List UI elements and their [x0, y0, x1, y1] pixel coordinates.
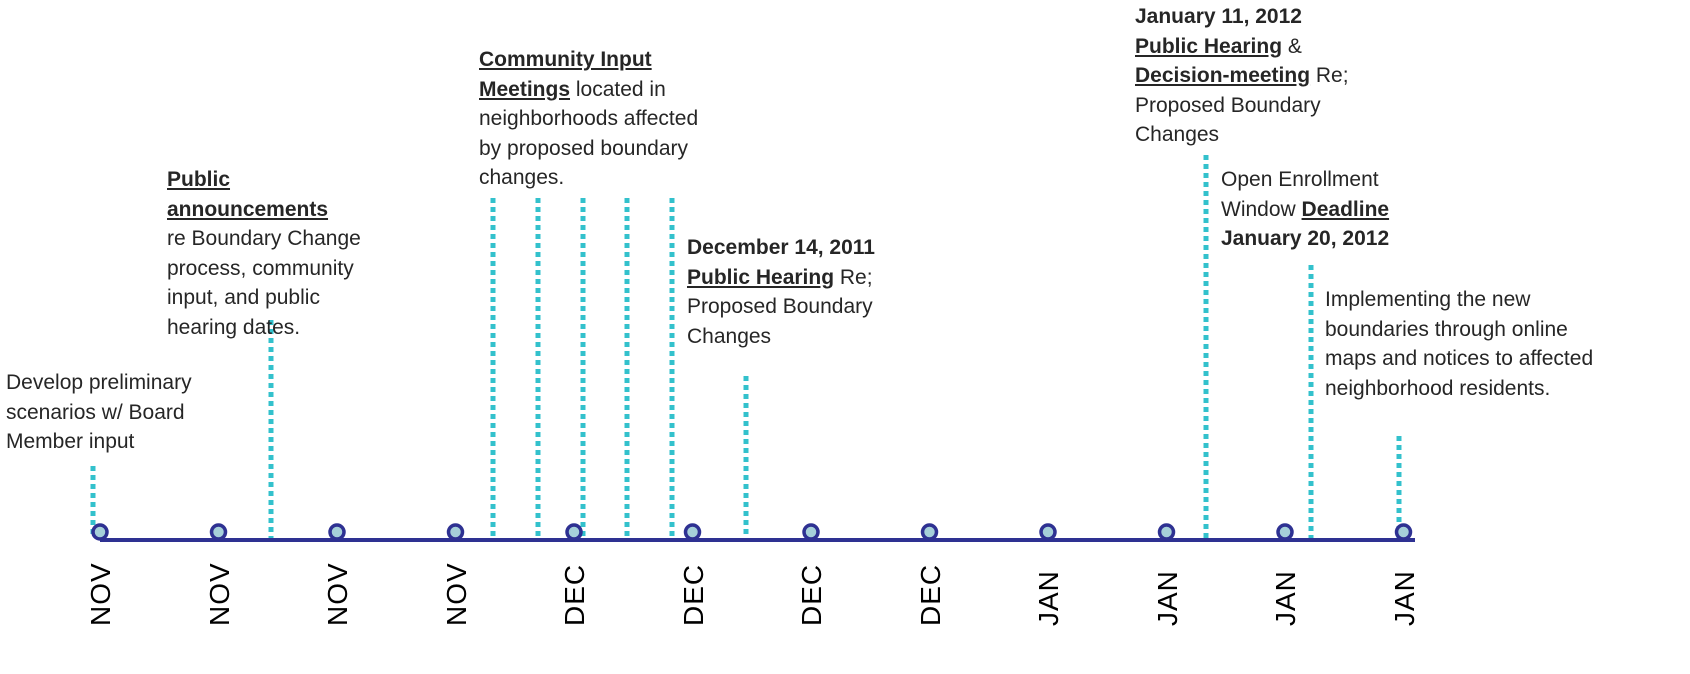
enrollment-date: January 20, 2012 — [1221, 227, 1390, 250]
note-open-enrollment: Open Enrollment Window Deadline January … — [1221, 165, 1421, 254]
note-community-meetings: Community Input Meetings located in neig… — [479, 45, 704, 193]
hearing-jan-amp: & — [1287, 34, 1302, 58]
month-label: JAN — [1270, 570, 1301, 626]
month-label: JAN — [1388, 570, 1420, 626]
timeline-marker — [683, 523, 702, 541]
hearing-jan-text: Re; Proposed Boundary Changes — [1135, 64, 1349, 146]
note-develop: Develop preliminary scenarios w/ Board M… — [6, 368, 226, 457]
timeline-marker — [1157, 523, 1176, 541]
timeline-marker — [802, 523, 820, 541]
timeline-marker — [1039, 523, 1057, 541]
month-label: JAN — [1033, 570, 1064, 626]
month-label: DEC — [796, 563, 827, 626]
timeline-marker — [91, 523, 109, 541]
month-label: NOV — [440, 562, 472, 626]
month-label: NOV — [322, 562, 353, 626]
hearing-jan-date: January 11, 2012 — [1135, 5, 1302, 28]
announcements-title: Public announcements — [167, 168, 329, 221]
timeline-marker — [446, 523, 465, 541]
note-hearing-december: December 14, 2011 Public Hearing Re; Pro… — [687, 233, 897, 351]
enrollment-title: Deadline — [1301, 197, 1390, 221]
note-implementing: Implementing the new boundaries through … — [1325, 285, 1595, 403]
timeline-marker — [328, 523, 346, 541]
timeline-marker — [1276, 523, 1294, 541]
enrollment-text: Open Enrollment Window — [1221, 168, 1379, 221]
implementing-text: Implementing the new boundaries through … — [1325, 288, 1594, 400]
timeline-marker — [920, 523, 939, 541]
hearing-dec-date: December 14, 2011 — [687, 236, 875, 259]
month-label: DEC — [677, 563, 709, 626]
month-label: DEC — [559, 563, 590, 626]
develop-text: Develop preliminary scenarios w/ Board M… — [6, 371, 192, 453]
hearing-jan-title2: Decision-meeting — [1135, 64, 1311, 87]
timeline-marker — [209, 523, 228, 541]
hearing-jan-title: Public Hearing — [1135, 34, 1283, 58]
community-title: Community Input Meetings — [479, 48, 652, 101]
timeline-marker — [1394, 523, 1413, 541]
note-hearing-january: January 11, 2012 Public Hearing & Decisi… — [1135, 2, 1375, 150]
hearing-dec-text: Re; Proposed Boundary Changes — [687, 265, 873, 348]
month-label: DEC — [914, 563, 946, 626]
note-announcements: Public announcements re Boundary Change … — [167, 165, 387, 342]
month-label: JAN — [1151, 570, 1183, 626]
connector-lines — [90, 155, 1402, 538]
timeline-markers — [91, 523, 1413, 541]
month-label: NOV — [85, 562, 116, 626]
month-label: NOV — [203, 562, 235, 626]
hearing-dec-title: Public Hearing — [687, 265, 835, 289]
announcements-text: re Boundary Change process, community in… — [167, 227, 361, 339]
timeline-marker — [565, 523, 583, 541]
community-text: located in neighborhoods affected by pro… — [479, 77, 699, 190]
